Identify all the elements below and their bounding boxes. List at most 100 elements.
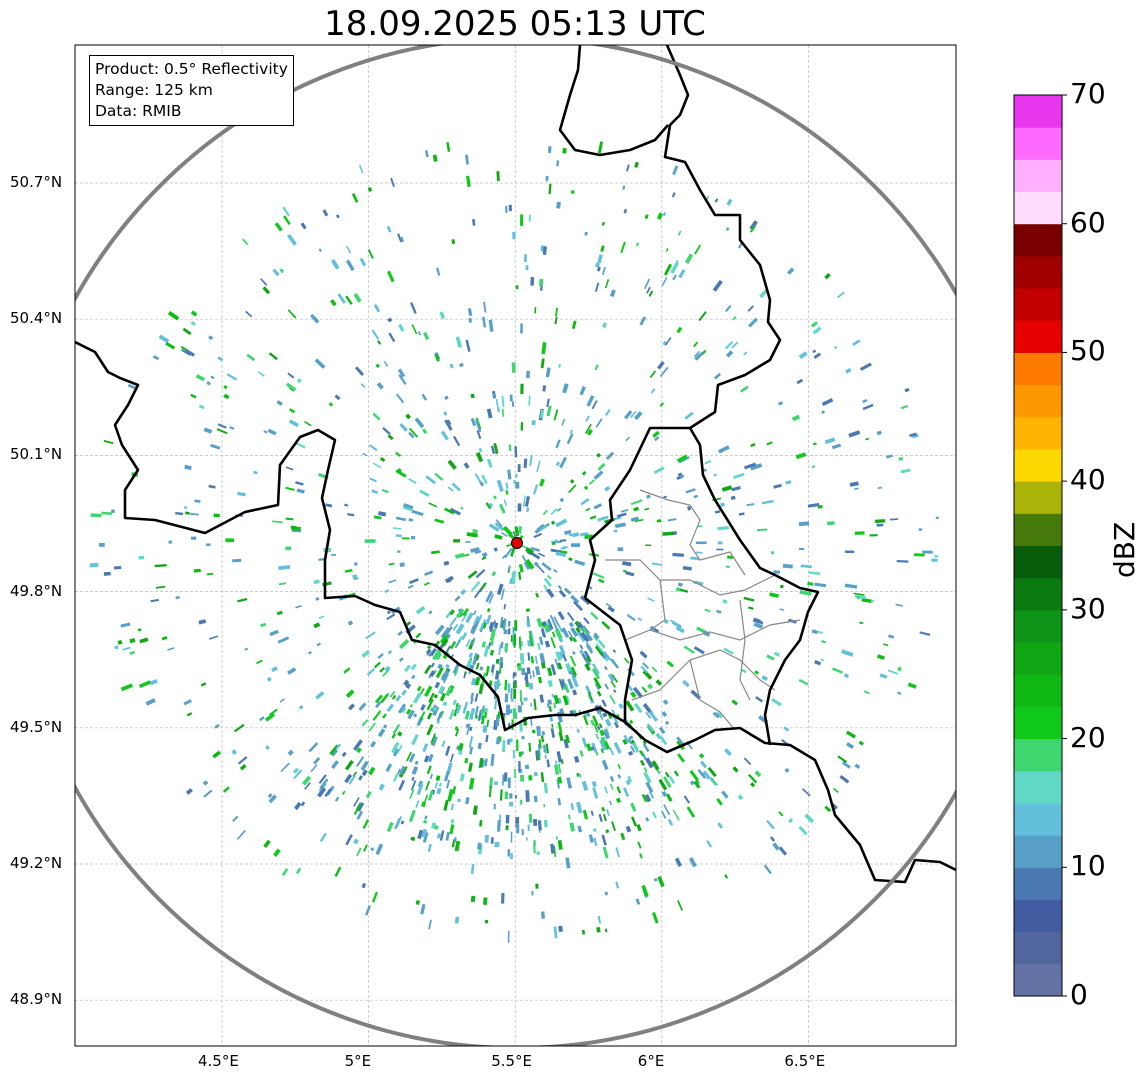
echo-cell: [276, 610, 283, 616]
echo-cell: [615, 797, 621, 804]
echo-cell: [409, 578, 419, 585]
echo-cell: [630, 499, 643, 506]
echo-cell: [103, 439, 114, 445]
echo-cell: [505, 704, 511, 716]
echo-cell: [661, 790, 668, 798]
echo-cell: [358, 702, 367, 711]
echo-cell: [723, 647, 734, 655]
echo-cell: [897, 666, 902, 672]
echo-cell: [165, 341, 176, 350]
echo-cell: [287, 233, 297, 246]
echo-cell: [307, 651, 312, 655]
echo-cell: [610, 658, 620, 669]
echo-cell: [601, 759, 609, 771]
echo-cell: [185, 788, 193, 795]
echo-cell: [499, 616, 504, 627]
echo-cell: [490, 753, 495, 766]
echo-cell: [388, 579, 397, 584]
echo-cell: [553, 616, 560, 626]
echo-cell: [555, 551, 567, 558]
echo-cell: [481, 705, 485, 712]
echo-cell: [609, 775, 615, 782]
echo-cell: [653, 877, 658, 882]
echo-cell: [541, 342, 547, 355]
echo-cell: [716, 548, 724, 551]
echo-cell: [490, 664, 495, 673]
echo-cell: [519, 690, 523, 702]
echo-cell: [675, 587, 681, 592]
echo-cell: [515, 285, 519, 290]
echo-cell: [111, 509, 115, 514]
echo-cell: [568, 621, 574, 628]
echo-cell: [455, 608, 465, 619]
echo-cell: [584, 663, 591, 672]
echo-cell: [651, 760, 660, 771]
echo-cell: [627, 775, 633, 783]
echo-cell: [750, 463, 763, 471]
echo-cell: [520, 214, 524, 226]
echo-cell: [433, 694, 438, 699]
echo-cell: [594, 645, 604, 657]
echo-cell: [512, 231, 516, 240]
echo-cell: [693, 341, 699, 348]
echo-cell: [344, 568, 353, 573]
echo-cell: [429, 670, 436, 678]
echo-cell: [717, 822, 724, 829]
echo-cell: [543, 819, 548, 828]
echo-cell: [558, 644, 566, 655]
echo-cell: [439, 634, 449, 644]
echo-cell: [648, 710, 658, 722]
echo-cell: [605, 451, 615, 460]
echo-cell: [544, 746, 548, 755]
echo-cell: [515, 473, 518, 478]
echo-cell: [640, 665, 648, 674]
echo-cell: [395, 694, 402, 702]
echo-cell: [832, 787, 839, 793]
echo-cell: [670, 261, 679, 274]
echo-cell: [430, 662, 435, 668]
echo-cell: [587, 691, 594, 701]
echo-cell: [559, 680, 565, 689]
echo-cell: [848, 430, 861, 438]
echo-cell: [152, 355, 160, 361]
echo-cell: [300, 222, 307, 230]
echo-cell: [380, 693, 389, 704]
echo-cell: [360, 760, 369, 771]
echo-cell: [407, 709, 415, 720]
echo-cell: [486, 608, 491, 613]
lon-tick-label: 4.5°E: [198, 1052, 239, 1070]
echo-cell: [663, 263, 673, 276]
echo-cell: [469, 726, 473, 732]
echo-cell: [586, 655, 592, 663]
echo-cell: [553, 568, 558, 573]
echo-cell: [361, 721, 366, 726]
echo-cell: [353, 739, 363, 751]
echo-cell: [898, 456, 904, 461]
echo-cell: [604, 718, 612, 727]
echo-cell: [883, 643, 889, 647]
echo-cell: [341, 790, 346, 795]
echo-cell: [810, 321, 819, 328]
echo-cell: [267, 793, 273, 799]
echo-cell: [662, 776, 672, 788]
lat-tick-label: 50.4°N: [10, 309, 63, 328]
echo-cell: [511, 401, 515, 407]
echo-cell: [398, 638, 410, 650]
echo-cell: [424, 150, 429, 158]
echo-cell: [521, 641, 524, 647]
echo-cell: [602, 846, 609, 859]
echo-cell: [547, 574, 552, 580]
echo-cell: [889, 518, 899, 521]
echo-cell: [597, 254, 603, 264]
echo-cell: [590, 611, 599, 620]
echo-cell: [755, 696, 764, 703]
echo-cell: [639, 853, 643, 859]
echo-cell: [401, 689, 407, 696]
echo-cell: [182, 327, 192, 336]
echo-cell: [557, 797, 562, 806]
echo-cell: [334, 394, 341, 401]
echo-cell: [513, 688, 517, 699]
echo-cell: [396, 816, 403, 828]
echo-cell: [428, 610, 433, 615]
colorbar-tick-label: 60: [1070, 205, 1106, 239]
